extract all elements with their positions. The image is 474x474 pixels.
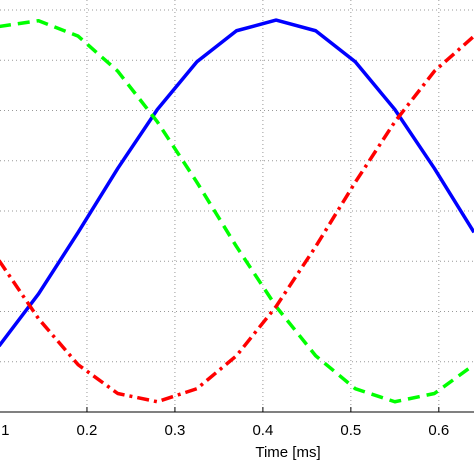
series-line bbox=[0, 18, 474, 404]
x-tick-label: 0.2 bbox=[77, 422, 98, 439]
x-tick-label: 0.1 bbox=[0, 422, 9, 439]
x-tick-label: 0.5 bbox=[340, 422, 361, 439]
x-tick-label: 0.6 bbox=[428, 422, 449, 439]
series-line bbox=[0, 34, 474, 404]
x-tick-label: 0.3 bbox=[164, 422, 185, 439]
x-tick-label: 0.4 bbox=[252, 422, 273, 439]
series-line bbox=[0, 18, 474, 348]
x-axis-label: Time [ms] bbox=[255, 444, 320, 461]
